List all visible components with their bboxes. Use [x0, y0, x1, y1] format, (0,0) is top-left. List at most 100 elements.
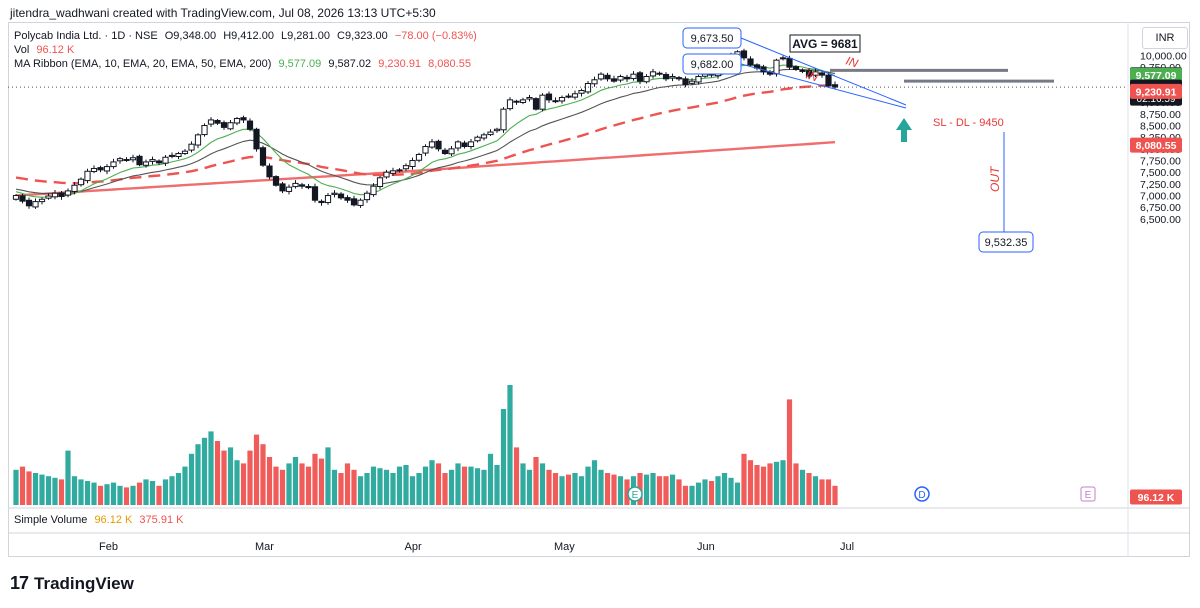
callout-line-2 [740, 63, 907, 109]
ma-ribbon-legend[interactable]: MA Ribbon (EMA, 10, EMA, 20, EMA, 50, EM… [14, 58, 475, 70]
candle-up [370, 185, 377, 196]
candle-up [90, 167, 98, 173]
low-value: L9,281.00 [281, 30, 330, 42]
volume-bar [130, 485, 136, 505]
volume-bar [676, 479, 682, 505]
candle-up [129, 157, 137, 161]
candle-up [480, 134, 488, 139]
volume-legend[interactable]: Vol 96.12 K [14, 44, 78, 56]
candle-up [688, 80, 696, 84]
ma50-value: 9,230.91 [378, 58, 422, 70]
volume-bar [773, 461, 780, 505]
volume-bar [364, 473, 370, 505]
volume-bar [344, 463, 351, 505]
candle-up [84, 170, 91, 182]
volume-bar [656, 476, 663, 505]
y-tick-label: 7,500.00 [1140, 167, 1181, 179]
candle-up [695, 76, 702, 83]
symbol-legend[interactable]: Polycab India Ltd. · 1D · NSE O9,348.00 … [14, 30, 481, 42]
tv-logo-icon: 17 [10, 573, 29, 593]
candle-down [318, 200, 325, 204]
candle-up [779, 57, 787, 60]
y-tick-label: 6,750.00 [1140, 202, 1181, 214]
y-tick-label: 7,750.00 [1140, 156, 1181, 168]
volume-bar [149, 481, 156, 505]
candle-up [493, 128, 501, 132]
callout-price-2: 9,682.00 [691, 59, 734, 71]
volume-bar [598, 469, 604, 505]
volume-bar [507, 385, 513, 505]
volume-bar [383, 469, 390, 505]
candle-down [565, 95, 572, 98]
entry-arrow-icon [896, 118, 912, 142]
price-badge [1130, 137, 1182, 153]
candle-down [305, 185, 312, 189]
candle-up [142, 161, 150, 166]
candle-up [402, 165, 410, 170]
chart-credit: jitendra_wadhwani created with TradingVi… [10, 6, 436, 20]
volume-bar [351, 469, 357, 505]
volume-bar [793, 463, 799, 505]
candle-down [831, 84, 839, 88]
callout-price-3: 9,532.35 [985, 237, 1028, 249]
candle-up [38, 198, 46, 203]
symbol-name[interactable]: Polycab India Ltd. · 1D · NSE [14, 30, 158, 42]
volume-bar [702, 479, 708, 505]
price-badge-label: 9,230.91 [1136, 86, 1177, 98]
volume-bar [747, 460, 754, 505]
candle-down [272, 176, 280, 186]
volume-bar [461, 466, 468, 505]
volume-bar [546, 469, 552, 505]
candle-up [396, 169, 403, 172]
volume-bar [786, 399, 793, 505]
volume-bar [806, 473, 812, 505]
avg-label: AVG = 9681 [792, 37, 858, 51]
candle-up [409, 160, 416, 168]
volume-bar [162, 479, 169, 505]
candle-up [233, 118, 241, 124]
volume-bar [19, 466, 26, 505]
candle-up [578, 90, 585, 94]
candle-down [240, 117, 247, 121]
y-tick-label: 8,500.00 [1140, 121, 1181, 133]
candle-up [812, 71, 819, 76]
price-badge [1130, 67, 1182, 83]
ema200-line [15, 141, 836, 197]
volume-bar [260, 444, 266, 505]
sv-value-1: 96.12 K [94, 514, 133, 526]
candle-down [740, 50, 748, 59]
candle-down [636, 72, 644, 82]
x-tick-label: Feb [99, 541, 118, 553]
volume-bar [156, 485, 162, 505]
candle-down [246, 120, 254, 130]
dividend-marker: D [918, 490, 925, 501]
volume-bar [611, 474, 617, 505]
close-value: C9,323.00 [337, 30, 388, 42]
volume-bar [689, 485, 695, 505]
tradingview-logo[interactable]: 17 TradingView [10, 573, 134, 594]
candle-up [799, 69, 806, 72]
candle-up [630, 73, 637, 80]
in-label-2: IN [844, 54, 860, 71]
volume-bar [604, 473, 611, 505]
candle-down [298, 184, 306, 187]
volume-bar [318, 458, 325, 505]
currency-button[interactable]: INR [1142, 27, 1188, 49]
volume-bar [741, 453, 747, 505]
candle-up [168, 154, 176, 157]
volume-bar [682, 485, 689, 505]
volume-bar [338, 473, 344, 505]
volume-bar [143, 479, 149, 505]
candle-down [747, 58, 754, 66]
vol-label: Vol [14, 44, 30, 56]
volume-bar [32, 473, 39, 505]
candle-up [428, 141, 436, 148]
candle-up [331, 192, 338, 195]
chart-frame[interactable] [8, 22, 1190, 557]
volume-bar [286, 463, 292, 505]
candle-down [610, 78, 618, 82]
simple-volume-legend[interactable]: Simple Volume 96.12 K 375.91 K [14, 514, 187, 526]
volume-bar [721, 473, 728, 505]
price-badge-label: 9,577.09 [1136, 70, 1177, 82]
